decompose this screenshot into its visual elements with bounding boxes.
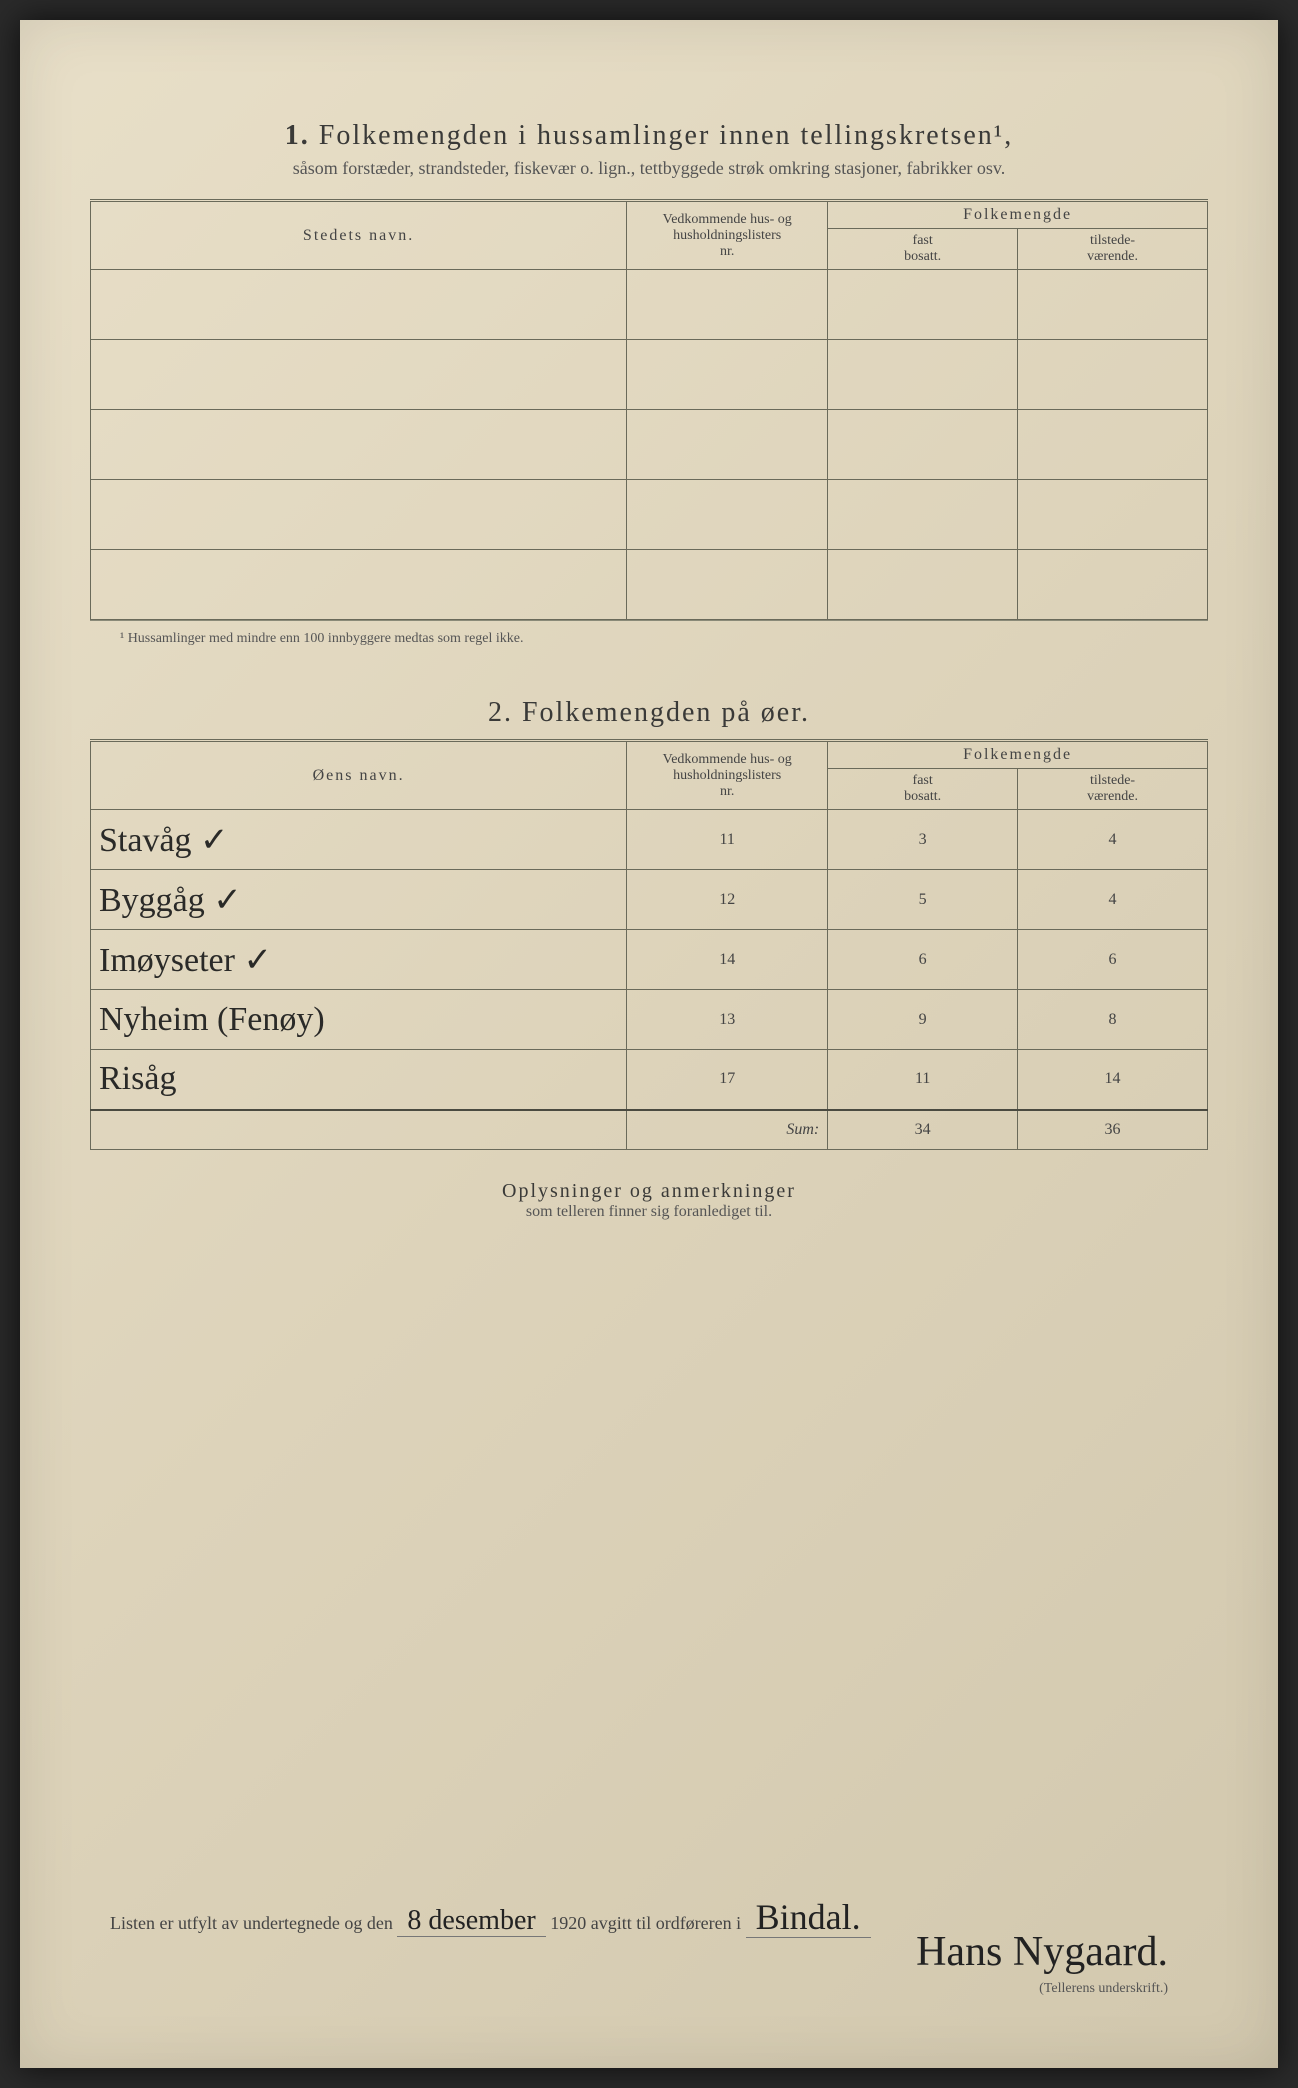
table-row [91, 270, 1208, 340]
list-nr: 17 [627, 1050, 828, 1110]
col-fast-2: fast bosatt. [828, 769, 1018, 810]
fast-val: 11 [828, 1050, 1018, 1110]
section1-subtitle: såsom forstæder, strandsteder, fiskevær … [90, 158, 1208, 179]
remarks-subtitle: som telleren finner sig foranlediget til… [90, 1203, 1208, 1221]
table-row: Nyheim (Fenøy) 13 9 8 [91, 990, 1208, 1050]
til-val: 8 [1018, 990, 1208, 1050]
island-name: Risåg [99, 1060, 176, 1097]
col-folkemengde-2: Folkemengde [828, 741, 1208, 769]
section2-title-text: Folkemengden på øer. [522, 697, 810, 728]
col-folkemengde: Folkemengde [828, 201, 1208, 229]
fast-val: 3 [828, 810, 1018, 870]
table-row [91, 410, 1208, 480]
footer-year: 1920 [550, 1913, 586, 1933]
col-liste-nr: Vedkommende hus- og husholdningslisters … [627, 201, 828, 270]
col-tilstede-2: tilstede- værende. [1018, 769, 1208, 810]
footer-date: 8 desember [397, 1905, 545, 1937]
col-liste-nr-2: Vedkommende hus- og husholdningslisters … [627, 741, 828, 810]
section1-title: 1. Folkemengden i hussamlinger innen tel… [90, 120, 1208, 152]
section1-number: 1. [285, 120, 310, 151]
sum-til: 36 [1018, 1110, 1208, 1150]
table-row [91, 340, 1208, 410]
signature-caption: (Tellerens underskrift.) [916, 1981, 1168, 1998]
section1-title-text: Folkemengden i hussamlinger innen tellin… [319, 120, 1013, 151]
section1-table: Stedets navn. Vedkommende hus- og hushol… [90, 199, 1208, 620]
footer-before: Listen er utfylt av undertegnede og den [110, 1913, 393, 1933]
signature-block: Hans Nygaard. (Tellerens underskrift.) [916, 1927, 1168, 1998]
til-val: 4 [1018, 810, 1208, 870]
signature-name: Hans Nygaard. [916, 1927, 1168, 1977]
col-tilstede: tilstede- værende. [1018, 229, 1208, 270]
table-row: Risåg 17 11 14 [91, 1050, 1208, 1110]
remarks-title: Oplysninger og anmerkninger [90, 1180, 1208, 1203]
section2-number: 2. [488, 697, 513, 728]
list-nr: 11 [627, 810, 828, 870]
til-val: 6 [1018, 930, 1208, 990]
island-name: Imøyseter ✓ [99, 942, 272, 979]
til-val: 14 [1018, 1050, 1208, 1110]
fast-val: 5 [828, 870, 1018, 930]
document-page: 1. Folkemengden i hussamlinger innen tel… [20, 20, 1278, 2068]
table-row [91, 480, 1208, 550]
list-nr: 14 [627, 930, 828, 990]
sum-row: Sum: 34 36 [91, 1110, 1208, 1150]
footer-mid: avgitt til ordføreren i [591, 1913, 741, 1933]
section1-footnote: ¹ Hussamlinger med mindre enn 100 innbyg… [120, 631, 1208, 647]
section2-title: 2. Folkemengden på øer. [90, 697, 1208, 729]
table-row: Byggåg ✓ 12 5 4 [91, 870, 1208, 930]
fast-val: 9 [828, 990, 1018, 1050]
col-stedets-navn: Stedets navn. [91, 201, 627, 270]
til-val: 4 [1018, 870, 1208, 930]
fast-val: 6 [828, 930, 1018, 990]
island-name: Stavåg ✓ [99, 822, 229, 859]
col-fast: fast bosatt. [828, 229, 1018, 270]
list-nr: 13 [627, 990, 828, 1050]
sum-fast: 34 [828, 1110, 1018, 1150]
section2-table: Øens navn. Vedkommende hus- og husholdni… [90, 739, 1208, 1150]
table-row: Stavåg ✓ 11 3 4 [91, 810, 1208, 870]
sum-label: Sum: [627, 1110, 828, 1150]
footer-place: Bindal. [746, 1897, 871, 1938]
island-name: Nyheim (Fenøy) [99, 1001, 325, 1038]
list-nr: 12 [627, 870, 828, 930]
island-name: Byggåg ✓ [99, 882, 242, 919]
col-oens-navn: Øens navn. [91, 741, 627, 810]
table-row: Imøyseter ✓ 14 6 6 [91, 930, 1208, 990]
table-row [91, 550, 1208, 620]
